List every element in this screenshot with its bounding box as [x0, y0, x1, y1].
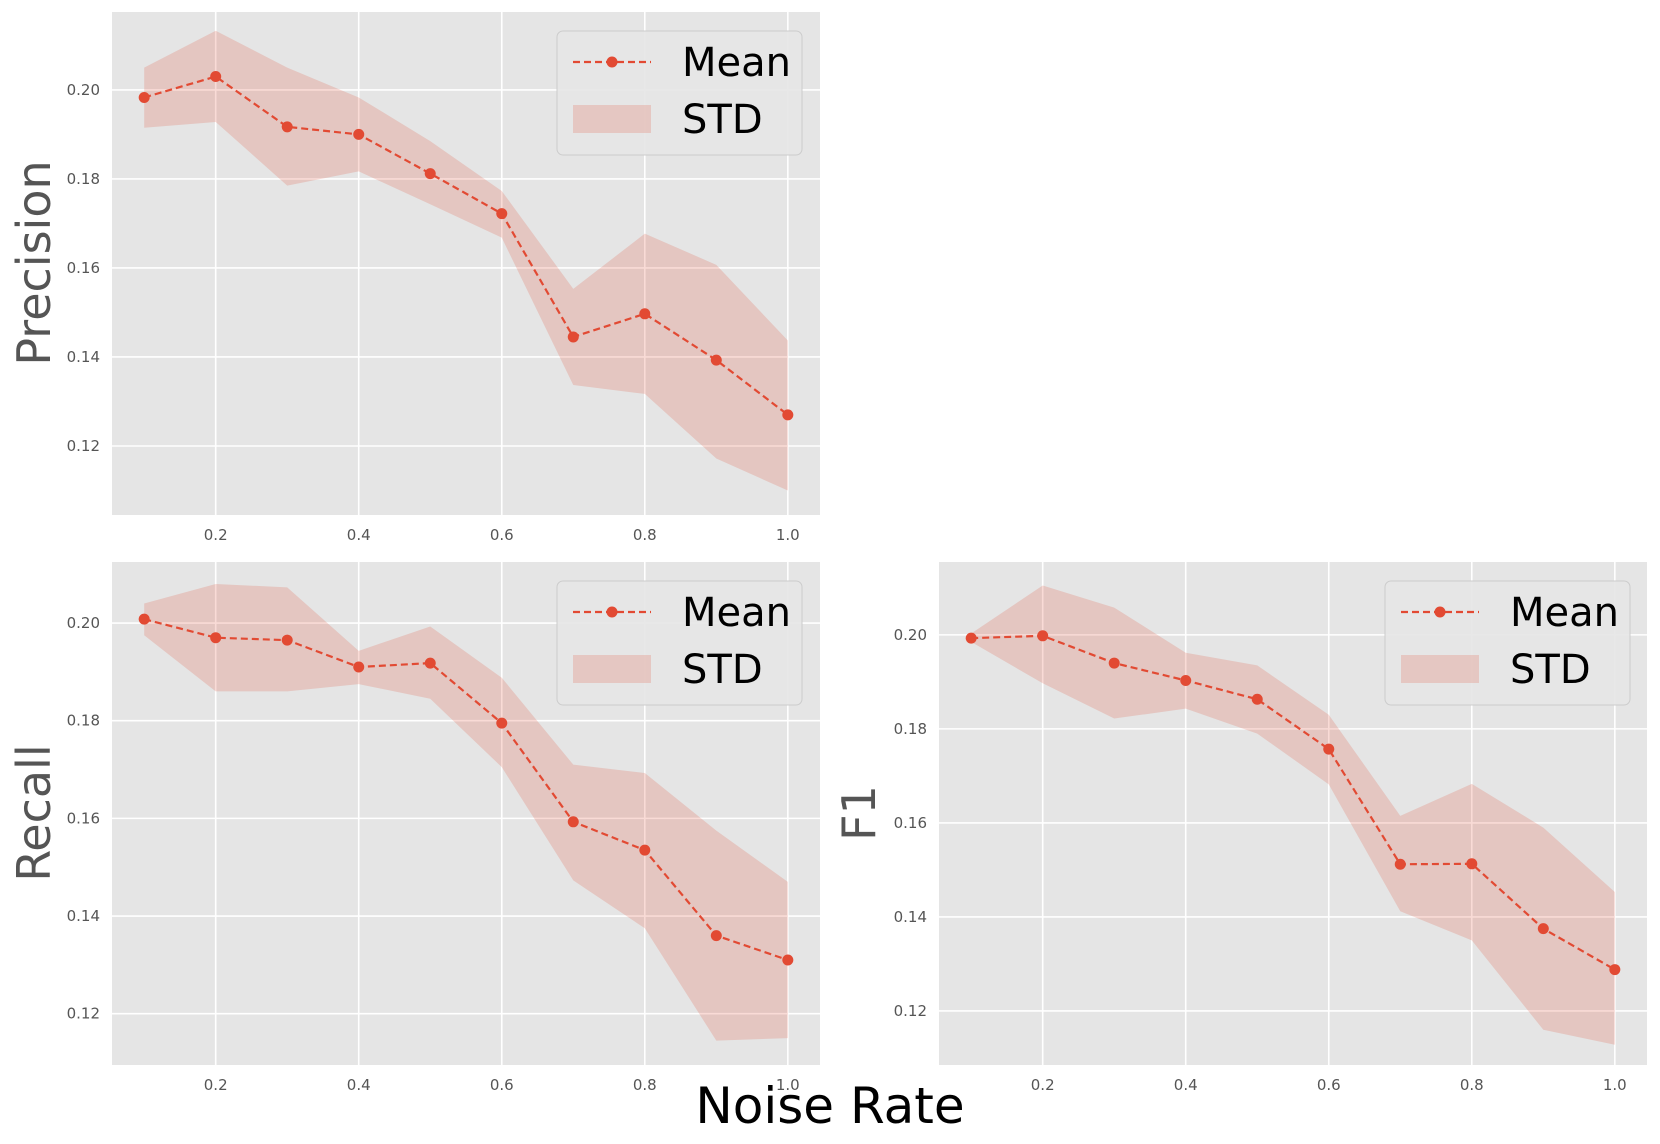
legend-mean-label: Mean	[682, 590, 791, 636]
x-tick-label: 1.0	[776, 1076, 800, 1094]
x-tick-label: 1.0	[1603, 1076, 1627, 1094]
mean-point	[138, 613, 150, 625]
x-tick-label: 0.2	[204, 1076, 228, 1094]
std-band	[971, 585, 1615, 1045]
mean-point	[1251, 693, 1263, 705]
y-tick-label: 0.18	[67, 712, 100, 730]
mean-point	[496, 717, 508, 729]
f1-ylabel: F1	[832, 785, 886, 841]
mean-point	[353, 128, 365, 140]
y-tick-label: 0.20	[894, 626, 927, 644]
mean-point	[424, 657, 436, 669]
legend-mean-label: Mean	[682, 40, 791, 86]
legend: Mean STD	[556, 580, 803, 706]
mean-point	[782, 409, 794, 421]
mean-line	[143, 618, 789, 962]
y-tick-label: 0.16	[67, 259, 100, 277]
mean-point	[639, 308, 651, 320]
x-tick-label: 0.6	[490, 1076, 514, 1094]
mean-point	[1323, 743, 1335, 755]
y-tick-label: 0.18	[67, 170, 100, 188]
x-tick-label: 0.2	[204, 526, 228, 544]
mean-line	[971, 634, 1616, 971]
mean-point	[782, 954, 794, 966]
mean-line	[143, 75, 789, 416]
legend: Mean STD	[1384, 580, 1631, 706]
mean-point	[281, 634, 293, 646]
mean-point	[710, 354, 722, 366]
precision-panel: 0.12 0.14 0.16 0.18 0.20 0.2 0.4 0.6 0.8 1.0 Preci…	[7, 12, 820, 544]
mean-point	[353, 661, 365, 673]
y-tick-label: 0.20	[67, 81, 100, 99]
mean-point	[1037, 630, 1049, 642]
x-tick-label: 0.6	[1317, 1076, 1341, 1094]
x-tick-label: 0.4	[347, 1076, 371, 1094]
mean-point	[567, 816, 579, 828]
legend-std-swatch	[573, 655, 651, 683]
mean-point	[1108, 657, 1120, 669]
mean-point	[1466, 858, 1478, 870]
recall-panel: 0.12 0.14 0.16 0.18 0.20 0.2 0.4 0.6 0.8 1.0 Recal…	[7, 562, 820, 1094]
x-tick-label: 0.8	[1460, 1076, 1484, 1094]
legend-std-label: STD	[682, 97, 763, 143]
mean-point	[210, 71, 222, 83]
mean-point	[710, 930, 722, 942]
mean-point	[1180, 674, 1192, 686]
mean-point	[138, 91, 150, 103]
y-tick-label: 0.18	[894, 720, 927, 738]
std-band	[144, 30, 788, 491]
figure-xlabel: Noise Rate	[695, 1077, 964, 1135]
y-tick-label: 0.16	[894, 814, 927, 832]
x-tick-label: 1.0	[776, 526, 800, 544]
mean-point	[567, 331, 579, 343]
precision-ylabel: Precision	[7, 160, 61, 365]
legend-mean-marker	[606, 56, 618, 68]
y-tick-label: 0.14	[67, 907, 100, 925]
y-tick-label: 0.14	[67, 348, 100, 366]
y-tick-label: 0.14	[894, 908, 927, 926]
x-tick-label: 0.8	[633, 1076, 657, 1094]
mean-point	[1609, 964, 1621, 976]
legend-std-swatch	[573, 105, 651, 133]
mean-point	[639, 844, 651, 856]
x-tick-label: 0.2	[1031, 1076, 1055, 1094]
mean-point	[1394, 858, 1406, 870]
mean-point	[965, 632, 977, 644]
mean-point	[1537, 923, 1549, 935]
legend-std-swatch	[1401, 655, 1479, 683]
legend-mean-marker	[606, 606, 618, 618]
mean-point	[424, 168, 436, 180]
x-tick-label: 0.4	[1174, 1076, 1198, 1094]
y-tick-label: 0.16	[67, 809, 100, 827]
x-tick-label: 0.8	[633, 526, 657, 544]
legend-mean-marker	[1434, 606, 1446, 618]
y-tick-label: 0.20	[67, 614, 100, 632]
mean-point	[281, 121, 293, 133]
legend-std-label: STD	[682, 647, 763, 693]
legend: Mean STD	[556, 30, 803, 156]
recall-ylabel: Recall	[7, 744, 61, 881]
mean-point	[210, 632, 222, 644]
y-tick-label: 0.12	[67, 1005, 100, 1023]
legend-std-label: STD	[1510, 647, 1591, 693]
y-tick-label: 0.12	[67, 437, 100, 455]
mean-point	[496, 208, 508, 220]
std-band	[144, 583, 788, 1041]
f1-panel: 0.12 0.14 0.16 0.18 0.20 0.2 0.4 0.6 0.8 1.0 F1 Mea…	[832, 562, 1647, 1094]
y-tick-label: 0.12	[894, 1002, 927, 1020]
x-tick-label: 0.4	[347, 526, 371, 544]
x-tick-label: 0.6	[490, 526, 514, 544]
legend-mean-label: Mean	[1510, 590, 1619, 636]
